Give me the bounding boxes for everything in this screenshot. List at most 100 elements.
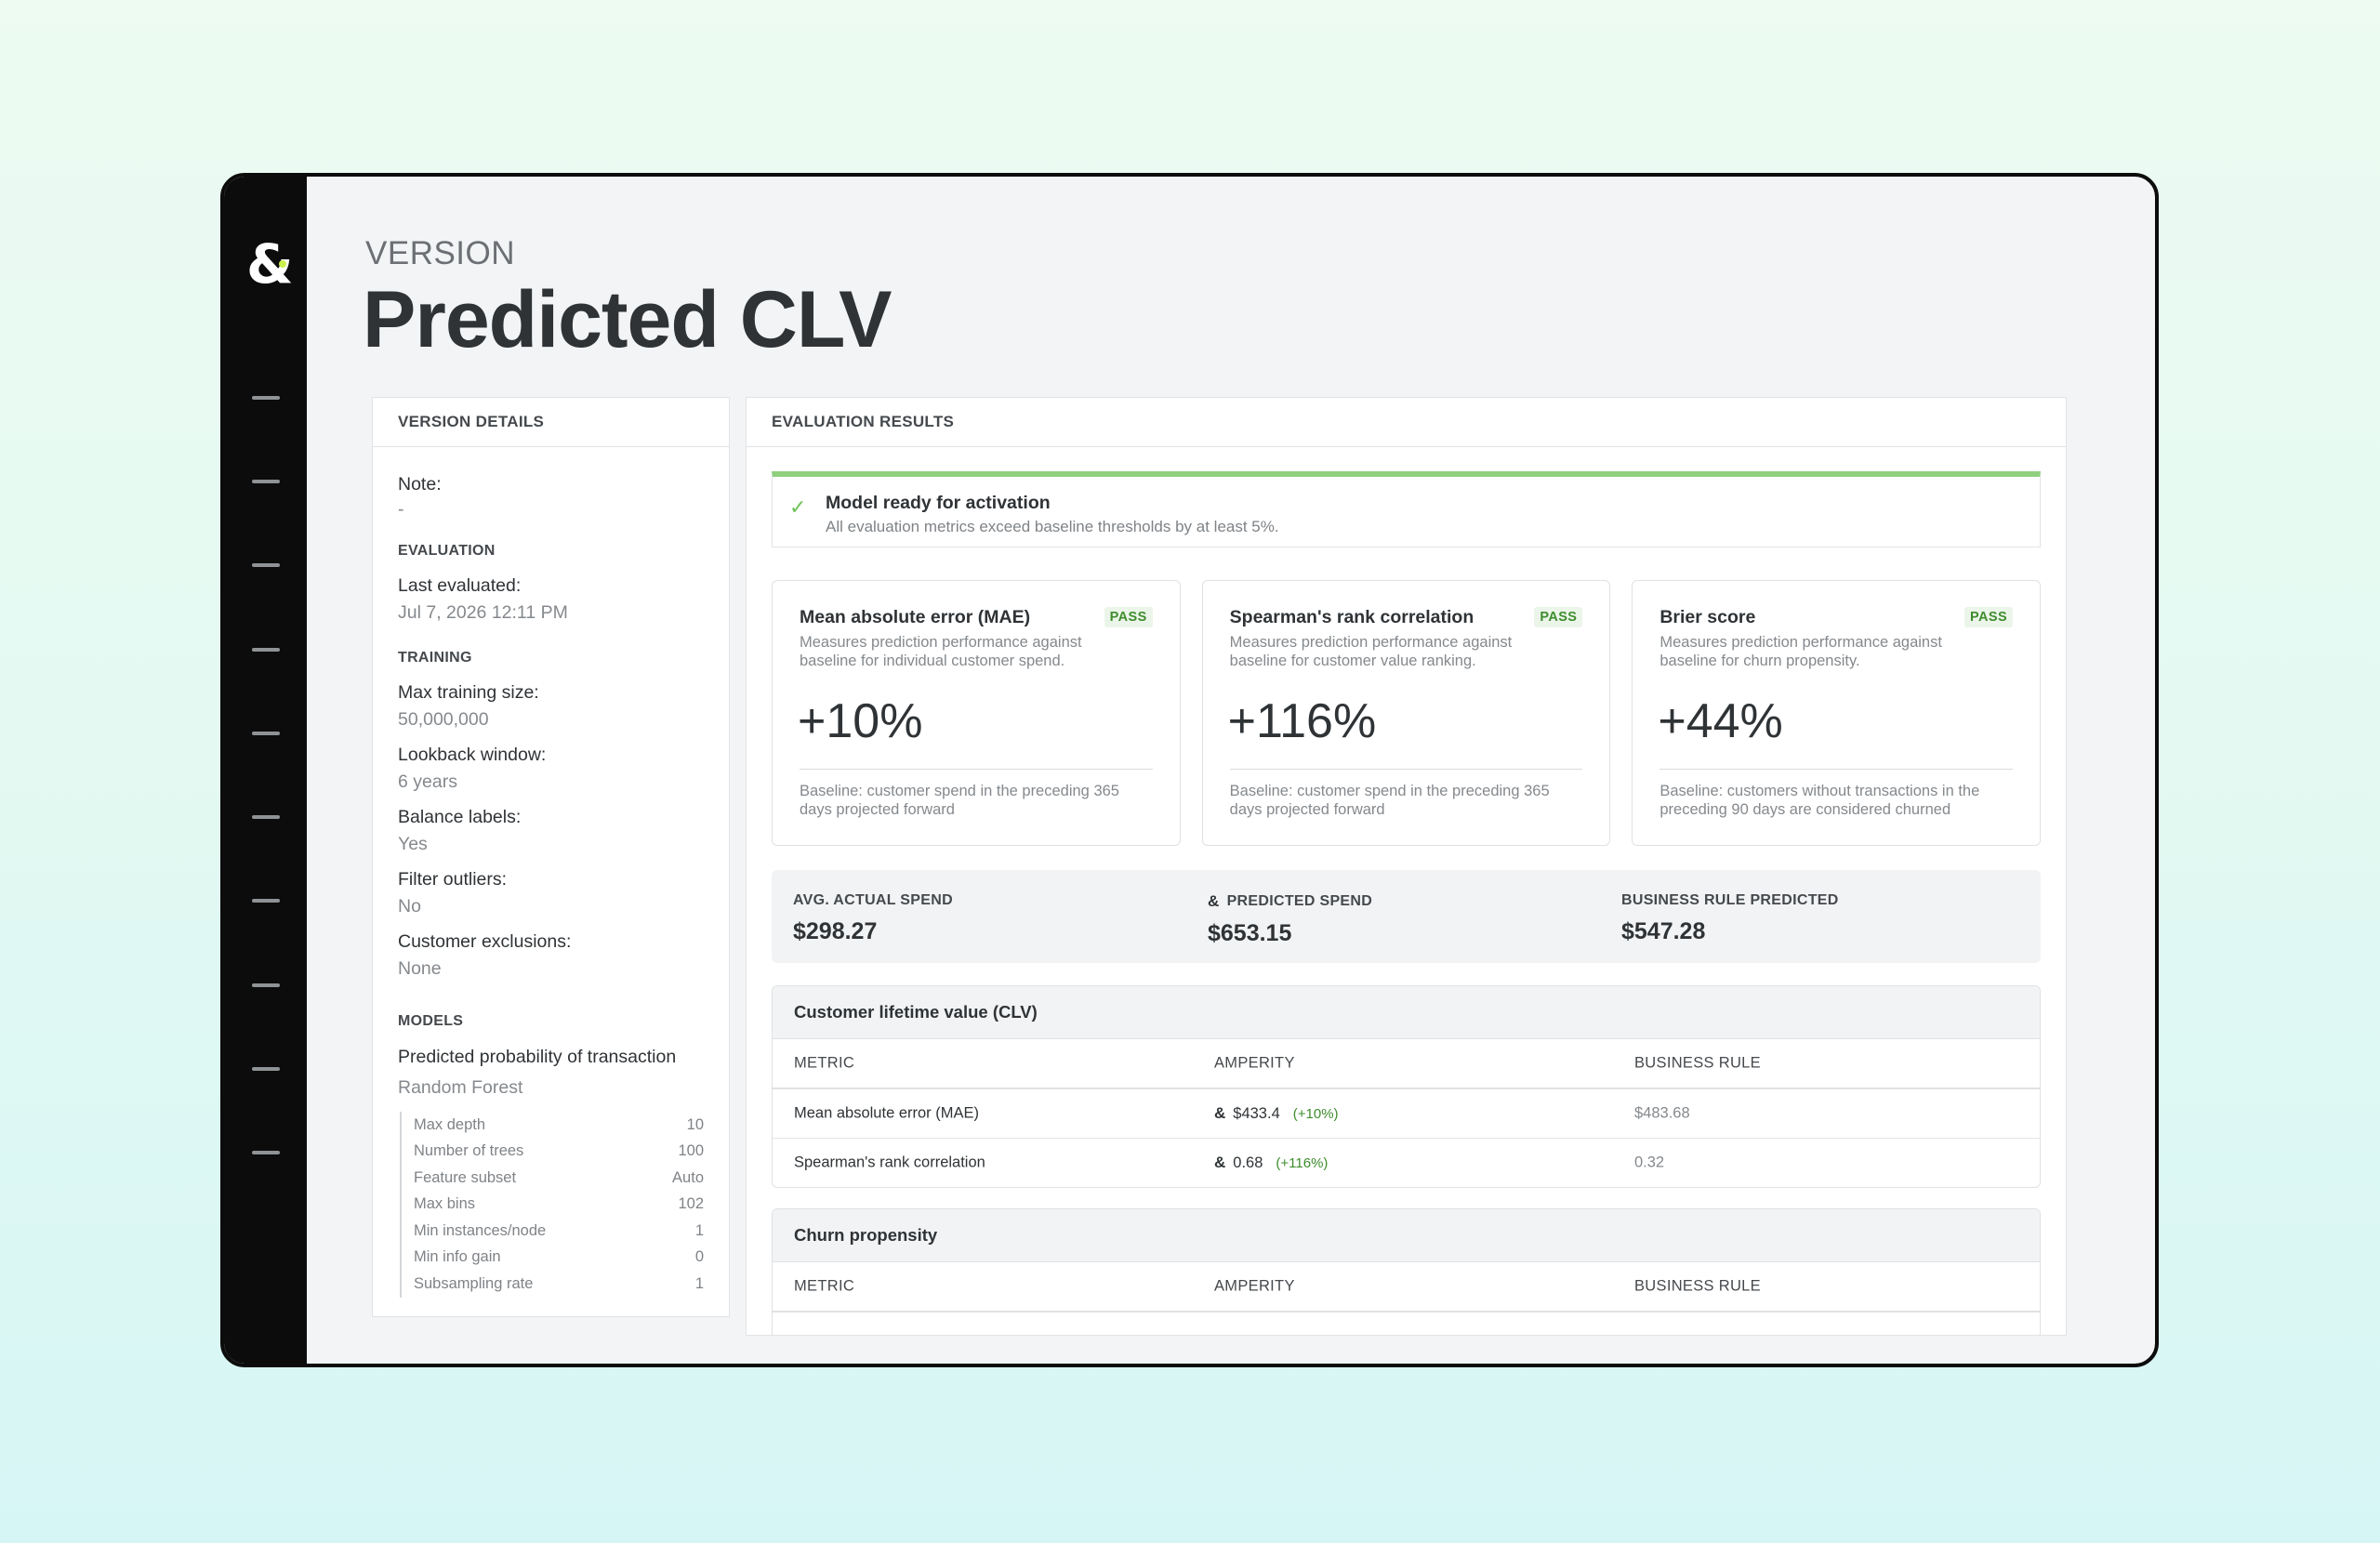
amperity-cell: $433.4 — [1233, 1104, 1280, 1122]
card-description: Measures prediction performance against … — [1229, 634, 1513, 669]
column-header: METRIC — [794, 1054, 855, 1072]
param-name: Min info gain — [414, 1248, 501, 1266]
app-window: & VERSION Predicted CLV VERSION DETAILS … — [220, 173, 2159, 1367]
nav-item-5[interactable] — [252, 732, 280, 735]
param-name: Max depth — [414, 1115, 486, 1133]
param-row: Number of trees 100 — [414, 1139, 704, 1166]
page-title: Predicted CLV — [363, 275, 892, 364]
evaluation-section-label: EVALUATION — [398, 543, 496, 559]
card-divider — [800, 769, 1153, 770]
training-field-label: Balance labels: — [398, 807, 522, 827]
table-header: METRIC AMPERITY BUSINESS RULE — [773, 1039, 2040, 1089]
alert-subtitle: All evaluation metrics exceed baseline t… — [826, 518, 1279, 535]
table-title: Customer lifetime value (CLV) — [773, 986, 2040, 1039]
param-value: 1 — [694, 1274, 704, 1292]
stat-label: BUSINESS RULE PREDICTED — [1621, 892, 1839, 908]
clv-table: Customer lifetime value (CLV) METRIC AMP… — [772, 985, 2041, 1188]
amperity-icon: & — [1214, 1154, 1226, 1171]
last-evaluated-label: Last evaluated: — [398, 575, 522, 596]
model-name[interactable]: Predicted probability of transaction — [398, 1047, 677, 1067]
card-baseline: Baseline: customers without transactions… — [1659, 783, 1980, 818]
table-header: METRIC AMPERITY BUSINESS RULE — [773, 1262, 2040, 1312]
nav-item-1[interactable] — [252, 396, 280, 400]
card-divider — [1659, 769, 2014, 770]
evaluation-results-header: EVALUATION RESULTS — [747, 398, 2066, 447]
card-title: Brier score — [1659, 607, 1756, 627]
metric-card-mae: Mean absolute error (MAE) PASS Measures … — [772, 580, 1181, 846]
nav-item-2[interactable] — [252, 480, 280, 483]
param-row: Min info gain 0 — [414, 1245, 704, 1272]
metric-cell: Mean absolute error (MAE) — [794, 1104, 979, 1122]
training-field-value: 6 years — [398, 772, 457, 792]
delta-cell: (+116%) — [1276, 1154, 1329, 1171]
model-params-list: Max depth 1 0 Number of trees 100 Feature s… — [400, 1112, 704, 1298]
amperity-logo-icon: & — [246, 232, 291, 292]
stat-actual-spend: AVG. ACTUAL SPEND $298.27 — [793, 892, 953, 945]
param-row: Min instances/node 1 — [414, 1218, 704, 1245]
metric-cell: Spearman's rank correlation — [794, 1154, 985, 1171]
business-rule-cell: 0.32 — [1634, 1154, 1665, 1171]
amperity-cell: 0.68 — [1233, 1154, 1263, 1171]
param-row: Max bins 102 — [414, 1192, 704, 1219]
table-row: Spearman's rank correlation & 0.68 (+116%)… — [773, 1139, 2040, 1187]
column-header: AMPERITY — [1214, 1277, 1295, 1295]
training-field-label: Customer exclusions: — [398, 931, 572, 952]
card-baseline: Baseline: customer spend in the precedin… — [1229, 783, 1550, 818]
param-row: Feature subset Auto — [414, 1165, 704, 1192]
card-description: Measures prediction performance against … — [800, 634, 1082, 669]
nav-item-6[interactable] — [252, 815, 280, 819]
training-field-label: Lookback window: — [398, 745, 547, 765]
column-header: BUSINESS RULE — [1634, 1054, 1761, 1072]
stat-predicted-spend: & PREDICTED SPEND $653.15 — [1208, 892, 1372, 947]
nav-item-3[interactable] — [252, 563, 280, 567]
table-title: Churn propensity — [773, 1209, 2040, 1262]
training-field-value: None — [398, 958, 442, 979]
param-name: Feature subset — [414, 1168, 517, 1186]
nav-rail: & — [224, 177, 307, 1364]
param-name: Number of trees — [414, 1142, 524, 1160]
version-details-header: VERSION DETAILS — [373, 398, 729, 447]
model-type: Random Forest — [398, 1077, 523, 1098]
training-field-label: Filter outliers: — [398, 869, 508, 890]
nav-item-8[interactable] — [252, 983, 280, 987]
last-evaluated-value: Jul 7, 2026 12:11 PM — [398, 602, 568, 623]
training-field-value: 50,000,000 — [398, 709, 489, 730]
card-value: +10% — [798, 694, 923, 748]
stat-business-rule: BUSINESS RULE PREDICTED $547.28 — [1621, 892, 1839, 945]
stat-label: PREDICTED SPEND — [1226, 893, 1373, 909]
models-section-label: MODELS — [398, 1013, 464, 1029]
column-header: AMPERITY — [1214, 1054, 1295, 1072]
param-name: Min instances/node — [414, 1221, 547, 1239]
param-value: Auto — [672, 1168, 704, 1186]
training-field-value: Yes — [398, 834, 428, 854]
param-name: Subsampling rate — [414, 1274, 534, 1292]
param-value: 0 — [694, 1248, 704, 1266]
pass-badge: PASS — [1534, 607, 1583, 627]
note-label: Note: — [398, 474, 442, 495]
checkmark-icon: ✓ — [789, 495, 807, 519]
column-header: BUSINESS RULE — [1634, 1277, 1761, 1295]
stat-value: $298.27 — [793, 918, 878, 944]
card-baseline: Baseline: customer spend in the precedin… — [800, 783, 1119, 818]
training-field-value: No — [398, 896, 421, 917]
metric-card-spearman: Spearman's rank correlation PASS Measure… — [1201, 580, 1611, 846]
card-value: +44% — [1658, 694, 1783, 748]
param-name: Max bins — [414, 1195, 476, 1213]
card-divider — [1229, 769, 1583, 770]
business-rule-cell: $483.68 — [1634, 1104, 1690, 1122]
nav-item-7[interactable] — [252, 899, 280, 903]
nav-item-9[interactable] — [252, 1067, 280, 1071]
evaluation-results-panel: EVALUATION RESULTS ✓ Model ready for act… — [746, 397, 2067, 1336]
param-value: 102 — [678, 1195, 704, 1213]
card-title: Spearman's rank correlation — [1229, 607, 1474, 627]
card-title: Mean absolute error (MAE) — [800, 607, 1031, 627]
delta-cell: (+10%) — [1292, 1105, 1339, 1122]
churn-table: Churn propensity METRIC AMPERITY BUSINES… — [772, 1208, 2041, 1335]
metric-card-brier: Brier score PASS Measures prediction per… — [1632, 580, 2042, 846]
card-value: +116% — [1227, 694, 1377, 748]
training-section-label: TRAINING — [398, 650, 472, 666]
version-details-panel: VERSION DETAILS Note: - EVALUATION Last … — [372, 397, 730, 1317]
stat-value: $653.15 — [1208, 920, 1292, 946]
nav-item-10[interactable] — [252, 1151, 280, 1154]
nav-item-4[interactable] — [252, 648, 280, 652]
